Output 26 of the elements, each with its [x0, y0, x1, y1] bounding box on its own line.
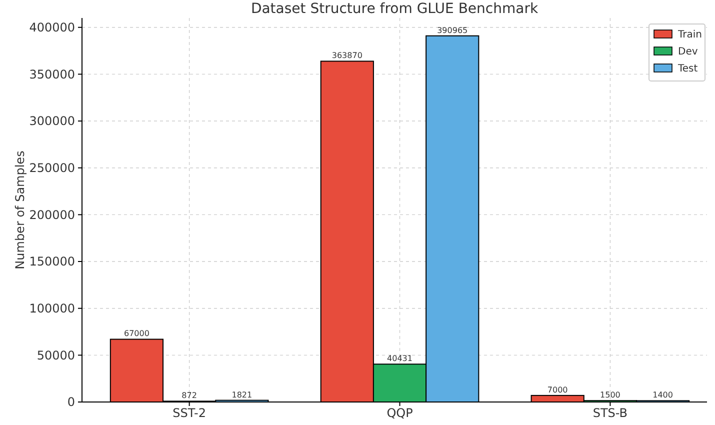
y-tick-label: 100000 — [29, 302, 75, 316]
y-tick-label: 350000 — [29, 67, 75, 82]
data-label: 363870 — [332, 51, 362, 60]
y-tick-label: 0 — [67, 395, 75, 410]
data-label: 7000 — [547, 385, 568, 394]
y-axis-title: Number of Samples — [13, 150, 27, 270]
data-label: 390965 — [437, 26, 468, 35]
x-tick-label: SST-2 — [172, 406, 206, 420]
data-label: 872 — [182, 391, 197, 400]
chart-title: Dataset Structure from GLUE Benchmark — [250, 1, 539, 17]
data-label: 67000 — [124, 329, 150, 338]
legend-label: Test — [677, 64, 698, 74]
data-label: 1400 — [652, 390, 673, 400]
y-tick-label: 400000 — [29, 20, 75, 35]
y-tick-label: 150000 — [29, 254, 75, 269]
y-tick-label: 50000 — [36, 348, 75, 362]
y-tick-label: 300000 — [29, 114, 75, 128]
y-tick-label: 250000 — [29, 161, 75, 176]
legend-label: Train — [677, 30, 702, 40]
data-label: 40431 — [387, 354, 412, 364]
x-tick-label: STS-B — [592, 406, 628, 420]
x-tick-label: QQP — [386, 406, 413, 420]
legend-label: Dev — [678, 46, 698, 58]
data-label: 1500 — [600, 390, 620, 400]
data-label: 1821 — [232, 390, 252, 400]
y-tick-label: 200000 — [29, 208, 75, 222]
